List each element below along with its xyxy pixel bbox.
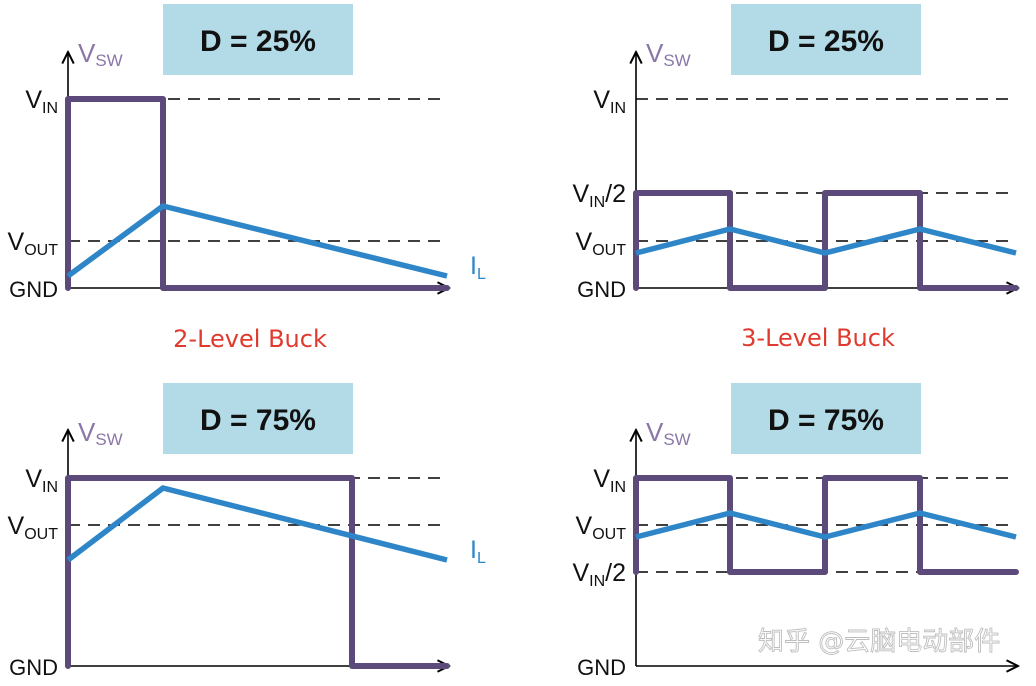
vsw-axis-label: VSW — [78, 417, 123, 449]
gnd-level-label: GND — [577, 655, 626, 680]
duty-cycle-title: D = 75% — [768, 404, 884, 437]
title-box — [731, 4, 921, 75]
vsw-axis-label: VSW — [646, 38, 691, 70]
vin-level-label: VIN — [593, 465, 626, 496]
vout-level-label: VOUT — [576, 228, 627, 259]
title-box — [731, 383, 921, 454]
vsw-waveform — [633, 190, 1019, 291]
panel-3level-d75: D = 75% VSW VIN VOUT VIN/2 GND 知乎 @云脑电动部… — [572, 383, 1018, 680]
vin-level-label: VIN — [593, 86, 626, 117]
vsw-waveform — [65, 475, 450, 669]
vsw-axis-label: VSW — [646, 417, 691, 449]
caption-2level-buck: 2-Level Buck — [173, 325, 327, 353]
gnd-level-label: GND — [9, 277, 58, 302]
vin-half-level-label: VIN/2 — [572, 180, 626, 211]
vin-level-label: VIN — [25, 86, 58, 117]
il-waveform — [635, 226, 1017, 256]
title-box — [163, 4, 353, 75]
vout-level-label: VOUT — [8, 228, 59, 259]
caption-3level-buck: 3-Level Buck — [741, 324, 895, 352]
vin-level-label: VIN — [25, 465, 58, 496]
gnd-level-label: GND — [577, 277, 626, 302]
vout-level-label: VOUT — [8, 512, 59, 543]
il-label: IL — [470, 536, 486, 567]
vsw-axis-label: VSW — [78, 38, 123, 70]
il-waveform — [635, 510, 1017, 540]
panel-3level-d25: D = 25% VSW VIN VIN/2 VOUT GND — [572, 4, 1018, 302]
title-box — [163, 383, 353, 454]
panel-2level-d25: D = 25% VSW VIN VOUT GND IL — [8, 4, 486, 302]
duty-cycle-title: D = 25% — [768, 25, 884, 58]
duty-cycle-title: D = 25% — [200, 25, 316, 58]
gnd-level-label: GND — [9, 655, 58, 680]
vin-half-level-label: VIN/2 — [572, 559, 626, 590]
vsw-waveform — [633, 475, 1019, 575]
panel-2level-d75: D = 75% VSW VIN VOUT GND IL — [8, 383, 486, 680]
vout-level-label: VOUT — [576, 512, 627, 543]
il-label: IL — [470, 252, 486, 283]
il-waveform — [66, 485, 448, 563]
vsw-waveform — [65, 96, 450, 291]
duty-cycle-title: D = 75% — [200, 404, 316, 437]
il-waveform — [66, 203, 448, 279]
watermark: 知乎 @云脑电动部件 — [758, 627, 1000, 657]
